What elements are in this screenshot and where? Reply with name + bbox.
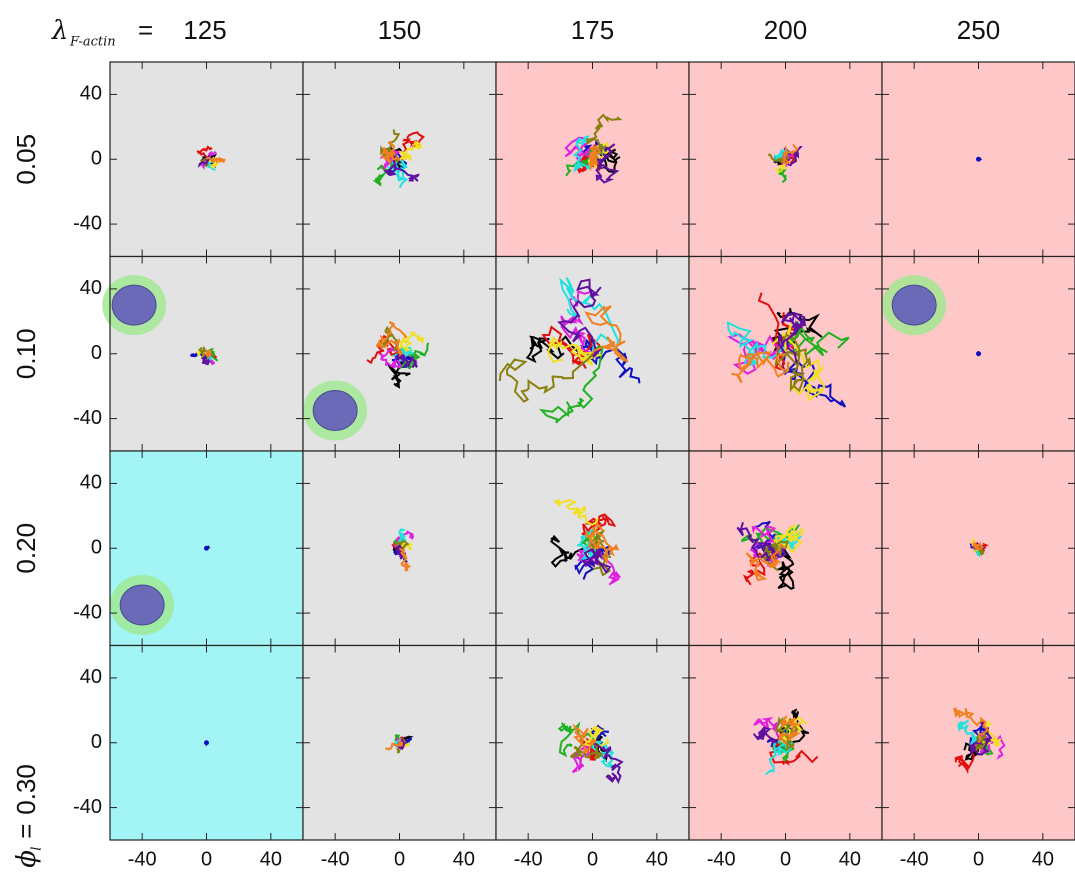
y-tick-label: 40 <box>80 277 102 299</box>
y-tick-label: -40 <box>73 212 102 234</box>
cell-body <box>313 390 357 430</box>
lambda-symbol: λ <box>51 16 68 46</box>
figure: λ F-actin = 125 150 175 200 250 0.05 0.10 0.20 ϕ… <box>0 0 1075 876</box>
equals: = <box>11 824 41 839</box>
y-tick-label: 40 <box>80 472 102 494</box>
column-label: 175 <box>571 15 614 45</box>
y-tick-label: 0 <box>91 731 102 753</box>
column-label: 200 <box>764 15 807 45</box>
x-tick-label: -40 <box>900 848 929 870</box>
column-label: 125 <box>183 15 226 45</box>
lambda-subscript: F-actin <box>69 35 116 50</box>
y-tick-label: -40 <box>73 796 102 818</box>
phi-subscript: l <box>30 847 45 851</box>
row-label: 0.30 <box>11 764 41 815</box>
row-label: 0.10 <box>11 328 41 379</box>
row-label: 0.05 <box>11 134 41 185</box>
x-tick-label: -40 <box>128 848 157 870</box>
x-tick-label: 0 <box>973 848 984 870</box>
column-label: 250 <box>957 15 1000 45</box>
x-tick-label: 40 <box>646 848 668 870</box>
trajectory-dot <box>204 740 209 745</box>
x-tick-label: 40 <box>839 848 861 870</box>
cell-body <box>120 585 164 625</box>
trajectory-dot <box>204 546 209 551</box>
trajectory-dot <box>976 351 981 356</box>
equals: = <box>138 15 153 45</box>
x-tick-label: 40 <box>453 848 475 870</box>
trajectory-dot <box>976 157 981 162</box>
column-label: 150 <box>378 15 421 45</box>
x-tick-label: 0 <box>780 848 791 870</box>
y-tick-label: 0 <box>91 148 102 170</box>
x-tick-label: -40 <box>707 848 736 870</box>
x-tick-label: 0 <box>394 848 405 870</box>
cell-body <box>892 285 936 325</box>
row-label-group: ϕl = 0.30 <box>11 764 45 868</box>
y-tick-label: 40 <box>80 666 102 688</box>
y-tick-label: 0 <box>91 342 102 364</box>
x-tick-label: 0 <box>201 848 212 870</box>
y-tick-label: 0 <box>91 537 102 559</box>
x-tick-label: 40 <box>260 848 282 870</box>
y-tick-label: -40 <box>73 407 102 429</box>
x-tick-label: -40 <box>514 848 543 870</box>
row-label: 0.20 <box>11 523 41 574</box>
y-tick-label: -40 <box>73 601 102 623</box>
x-tick-label: 0 <box>587 848 598 870</box>
y-tick-label: 40 <box>80 83 102 105</box>
x-tick-label: 40 <box>1032 848 1054 870</box>
phi-symbol: ϕ <box>12 850 42 868</box>
x-tick-label: -40 <box>321 848 350 870</box>
cell-body <box>112 285 156 325</box>
